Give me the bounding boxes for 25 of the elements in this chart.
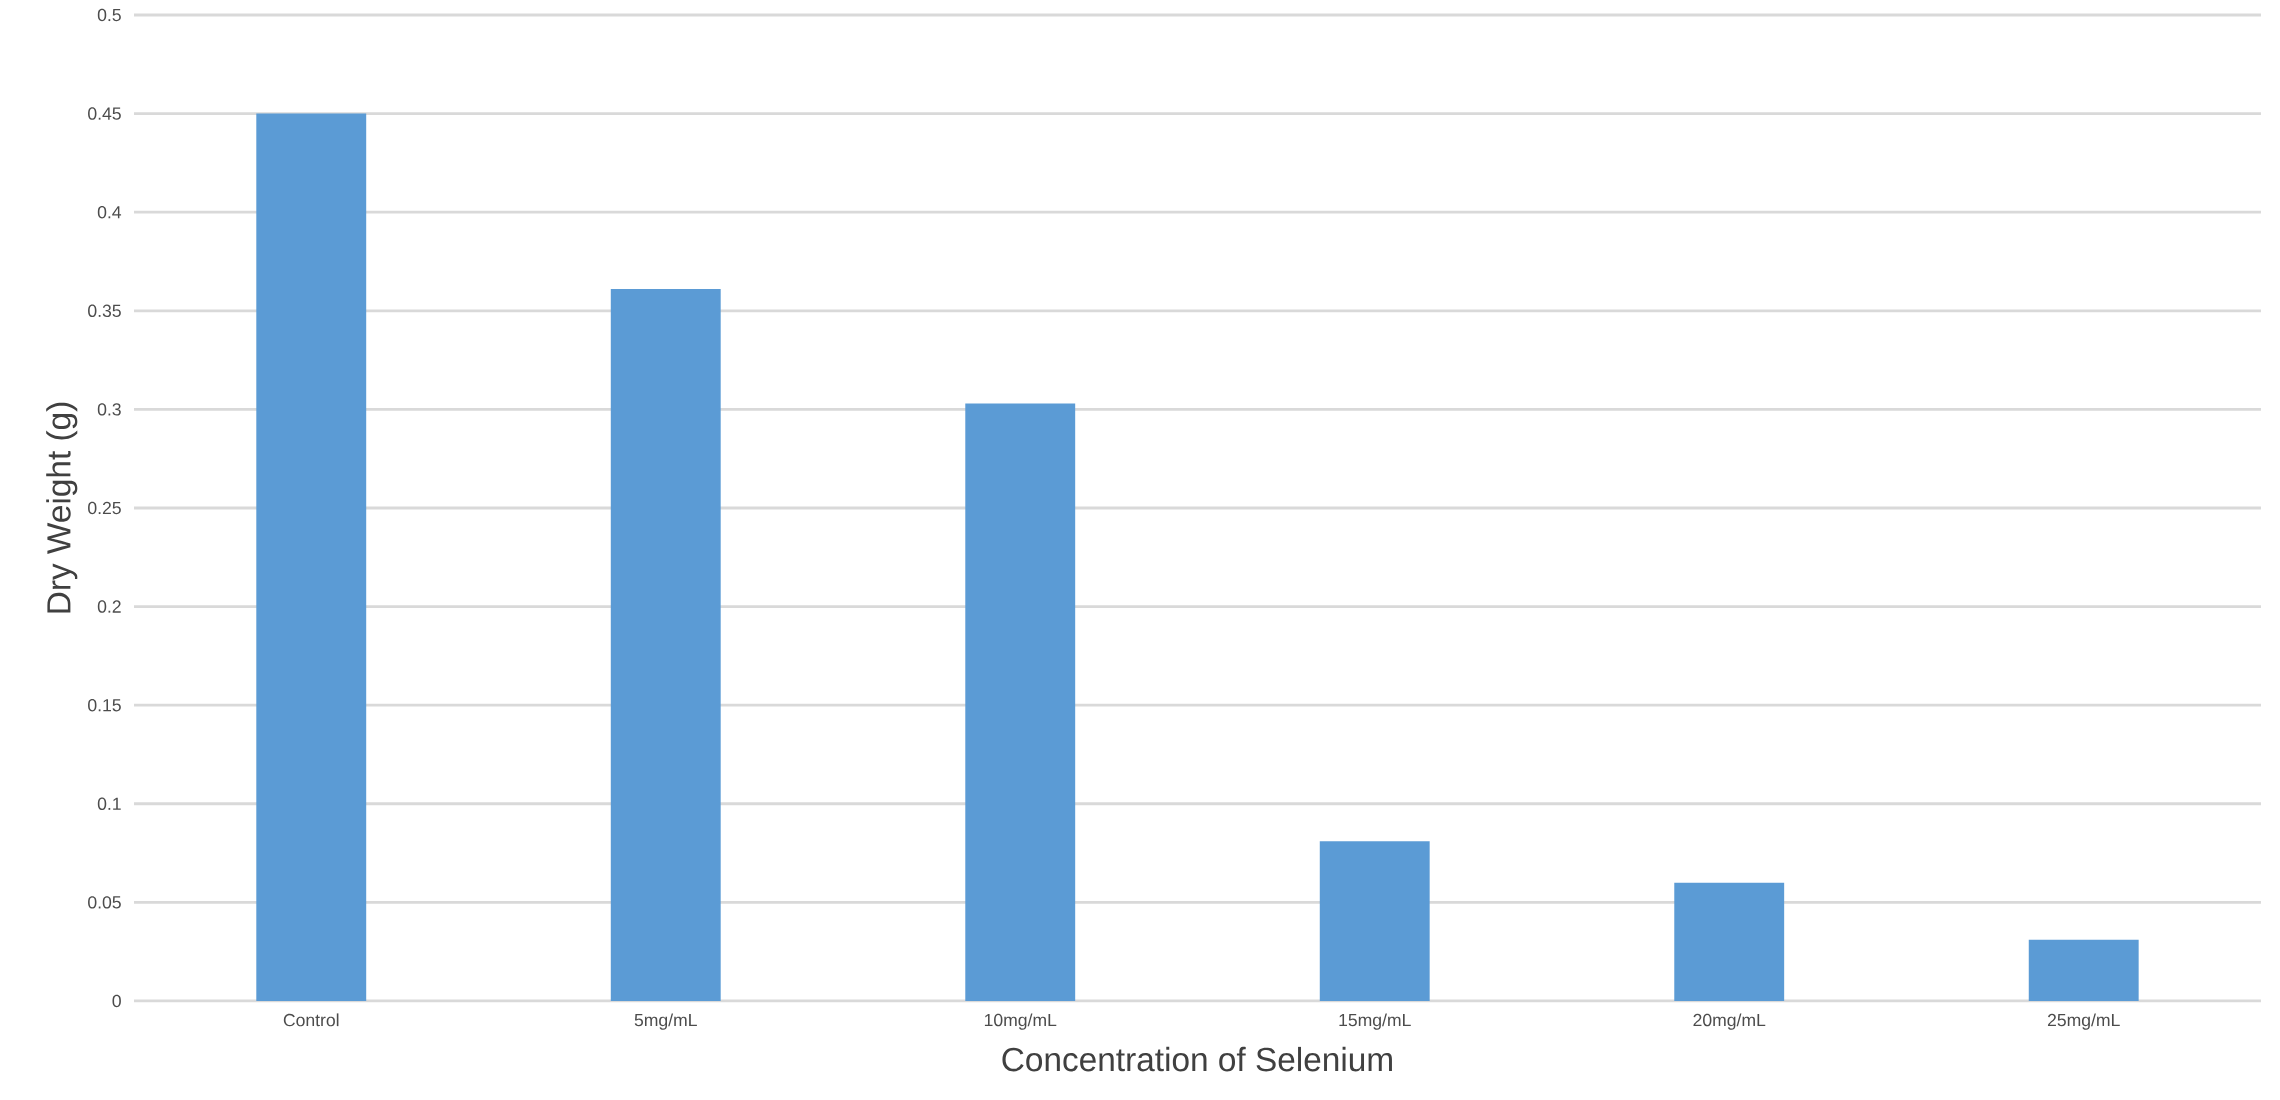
y-axis-title: Dry Weight (g) (46, 402, 78, 613)
x-tick-label: 5mg/mL (634, 1013, 697, 1030)
bar (1674, 882, 1785, 1001)
y-tick-label: 0.25 (88, 501, 121, 515)
y-tick-label: 0.05 (88, 896, 121, 909)
x-tick-label: 15mg/mL (1339, 1013, 1411, 1030)
y-tick-label: 0.5 (97, 8, 121, 22)
x-axis-title: Concentration of Selenium (1002, 1046, 1392, 1072)
y-tick-label: 0.4 (97, 205, 122, 219)
bar (2028, 939, 2139, 1001)
x-tick-label: 10mg/mL (984, 1013, 1057, 1030)
bar (1319, 841, 1430, 1001)
bar (610, 289, 721, 1001)
y-tick-label: 0.35 (88, 304, 121, 318)
x-tick-label: 25mg/mL (2047, 1013, 2120, 1030)
bar (965, 403, 1076, 1001)
y-tick-label: 0.3 (97, 403, 121, 416)
x-tick-label: 20mg/mL (1693, 1013, 1766, 1030)
y-tick-label: 0.45 (88, 107, 121, 120)
y-tick-label: 0.2 (97, 600, 121, 613)
y-tick-label: 0.1 (97, 797, 121, 811)
x-tick-label: Control (283, 1013, 339, 1027)
y-tick-label: 0 (112, 994, 121, 1008)
bar (256, 113, 367, 1001)
y-tick-label: 0.15 (88, 698, 121, 712)
